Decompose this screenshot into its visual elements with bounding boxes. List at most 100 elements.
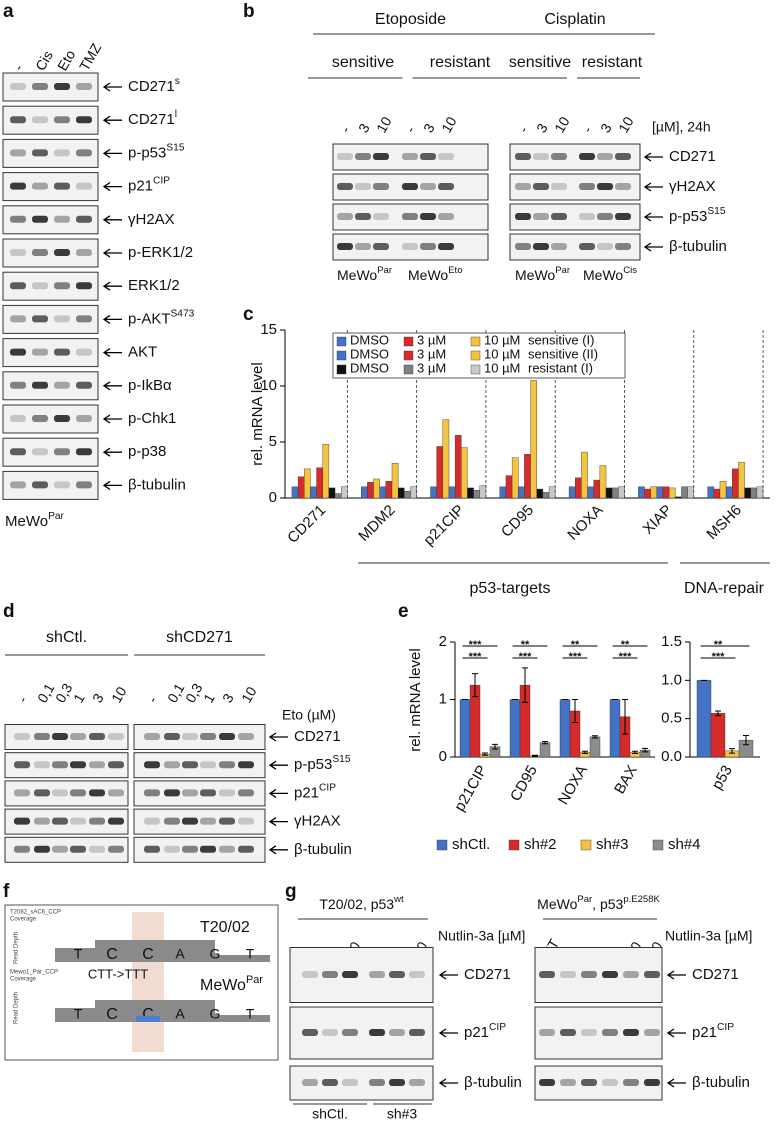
blot-band xyxy=(34,789,50,797)
y-tick-label: 15 xyxy=(260,321,277,338)
blot-band xyxy=(597,183,613,190)
blot-band xyxy=(551,243,567,250)
subgroup-label: resistant xyxy=(582,54,643,71)
superscript: s xyxy=(175,76,180,87)
track-label: T2082_sAC6_CCP xyxy=(10,910,61,916)
x-tick-label: p21CIP xyxy=(451,762,491,814)
legend-swatch xyxy=(470,336,481,347)
legend-swatch xyxy=(470,364,481,375)
bar xyxy=(713,488,721,499)
arrow xyxy=(643,182,663,192)
base-label: C xyxy=(106,946,118,963)
cell-line-label: MeWoPar xyxy=(337,265,393,283)
arrow xyxy=(102,82,122,92)
cell-line-label: MeWoEto xyxy=(408,265,463,283)
blot-label: p-p38 xyxy=(128,443,166,460)
blot-band xyxy=(34,761,50,769)
blot-band xyxy=(182,789,198,797)
cell-line-label: MeWoPar xyxy=(515,265,571,283)
bar xyxy=(291,486,299,499)
blot-frame xyxy=(2,404,99,434)
legend-swatch xyxy=(336,350,347,361)
blot-frame xyxy=(2,72,99,102)
blot-band xyxy=(602,1029,618,1036)
blot-frame xyxy=(4,780,129,807)
blot-band xyxy=(342,1029,358,1036)
blot-band xyxy=(597,153,613,160)
blot-band xyxy=(238,845,254,853)
bar xyxy=(410,486,417,499)
blot-band xyxy=(389,1029,405,1036)
label-text: T20/02, p53 xyxy=(319,896,394,912)
blot-band xyxy=(34,845,50,853)
label-text: p-AKT xyxy=(128,310,171,327)
panel-letter: f xyxy=(3,881,10,902)
blot-band xyxy=(219,761,235,769)
bar xyxy=(581,451,588,499)
superscript: Par xyxy=(577,894,593,905)
lane-label: 10 xyxy=(108,684,130,706)
blot-band xyxy=(144,761,160,769)
error-bar xyxy=(632,750,638,755)
blot-band xyxy=(579,243,595,250)
y-tick-label: 5 xyxy=(269,433,277,450)
blot-band xyxy=(89,733,105,740)
cell-line-label: MeWoPar xyxy=(5,511,65,530)
blot-band xyxy=(420,183,436,190)
legend-label: 3 µM xyxy=(417,360,446,375)
y-tick-label: 10 xyxy=(260,377,277,394)
blot-band xyxy=(32,149,48,157)
bar xyxy=(511,457,519,499)
superscript: p.E258K xyxy=(623,894,660,905)
blot-band xyxy=(89,789,105,797)
arrow xyxy=(102,314,122,324)
axis-label: Read Depth xyxy=(14,932,20,964)
bar xyxy=(650,486,658,499)
blot-band xyxy=(615,183,631,190)
error-bar xyxy=(642,747,648,753)
drug-label: Etoposide xyxy=(375,11,446,28)
blot-band xyxy=(623,971,639,978)
bar xyxy=(499,486,507,499)
blot-band xyxy=(623,1079,639,1086)
label-text: p-p53 xyxy=(669,208,707,225)
blot-band xyxy=(34,733,50,740)
blot-band xyxy=(76,481,92,489)
bar xyxy=(459,699,471,758)
blot-frame xyxy=(289,947,434,1003)
blot-band xyxy=(238,817,254,825)
significance: *** xyxy=(519,651,533,663)
blot-label: p-IkBα xyxy=(128,377,172,394)
blot-band xyxy=(373,243,389,250)
blot-band xyxy=(182,733,198,740)
group-label: shCtl. xyxy=(312,1106,348,1122)
bar xyxy=(379,486,387,499)
blot-band xyxy=(76,282,92,290)
blot-band xyxy=(515,243,531,250)
unit-label: Nutlin-3a [µM] xyxy=(665,928,752,944)
bar xyxy=(536,488,544,499)
bar xyxy=(509,699,521,758)
base-label: C xyxy=(142,946,154,963)
base-label: A xyxy=(175,1006,185,1022)
bar xyxy=(559,699,571,758)
label-text: MeWo xyxy=(515,267,555,283)
blot-frame xyxy=(133,808,266,835)
bar xyxy=(385,481,393,499)
arrow xyxy=(643,212,663,222)
blot-band xyxy=(533,243,549,250)
blot-band xyxy=(337,153,353,160)
y-tick-label: 2 xyxy=(439,633,447,650)
bar xyxy=(334,493,342,499)
blot-band xyxy=(597,243,613,250)
blot-band xyxy=(76,348,92,356)
arrow xyxy=(102,414,122,424)
arrow xyxy=(102,148,122,158)
blot-band xyxy=(54,116,70,124)
blot-band xyxy=(539,1029,555,1036)
bar xyxy=(707,486,715,499)
blot-band xyxy=(355,213,371,220)
bar xyxy=(328,487,336,499)
blot-band xyxy=(579,153,595,160)
blot-band xyxy=(560,1079,576,1086)
